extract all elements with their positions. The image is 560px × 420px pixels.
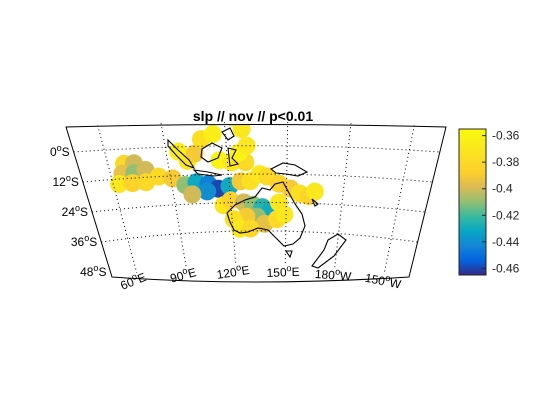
lon-label: 60oE [118,268,148,293]
lon-label: 180oW [314,265,352,284]
field-cell [110,175,129,193]
meridian-line [160,123,187,268]
field-cell [185,144,204,163]
field-cell [123,174,142,193]
lat-label: 36oS [71,233,97,249]
coastline-sulawesi [227,147,240,167]
map-frame [65,124,447,283]
field-cell [241,219,260,238]
coastline-java [192,169,223,177]
meridian-line [334,123,352,268]
lon-label: 150oW [364,269,403,292]
lon-label: 120oE [215,261,250,282]
coastline-tasmania [284,250,293,259]
colorbar-tick-label: -0.4 [492,182,513,196]
coastline-australia [226,181,306,247]
lat-label: 0oS [50,143,70,159]
colorbar-tick-label: -0.38 [492,155,520,169]
field-cell [203,125,222,144]
coastlines [167,127,347,269]
graticule [73,122,440,274]
coastline-philippines [221,127,235,141]
colorbar-ticks: -0.36 -0.38 -0.4 -0.42 -0.44 -0.46 [482,129,520,275]
field-cell [198,182,217,201]
field-cell [183,185,202,204]
coastline-new-guinea [269,162,309,177]
colorbar-tick-label: -0.42 [492,208,520,222]
meridian-line [97,125,138,274]
field-cell [149,167,168,186]
chart-title: slp // nov // p<0.01 [193,108,313,124]
meridian-line [383,125,415,274]
longitude-labels: 60oE 90oE 120oE 150oE 180oW 150oW [118,261,403,293]
lat-label: 48oS [80,263,106,279]
coastline-new-caledonia [311,198,319,207]
lon-label: 90oE [168,263,198,285]
colorbar-tick-label: -0.46 [492,261,520,275]
field-cell [305,182,324,201]
field-cell [237,136,256,155]
coastline-borneo [200,142,223,163]
field-cell [269,193,288,212]
lon-label: 150oE [266,263,300,280]
colorbar-tick-label: -0.44 [492,235,520,249]
coastline-sumatra [167,138,196,170]
lat-label: 24oS [62,203,88,219]
coastline-new-zealand [311,233,347,269]
slp-field [110,124,324,238]
colorbar: -0.36 -0.38 -0.4 -0.42 -0.44 -0.46 [458,128,520,276]
latitude-labels: 0oS 12oS 24oS 36oS 48oS [50,143,107,279]
parallel-line [73,145,440,153]
lat-label: 12oS [52,173,78,189]
colorbar-gradient [458,128,487,276]
parallel-line [101,230,418,243]
colorbar-tick-label: -0.36 [492,129,520,143]
